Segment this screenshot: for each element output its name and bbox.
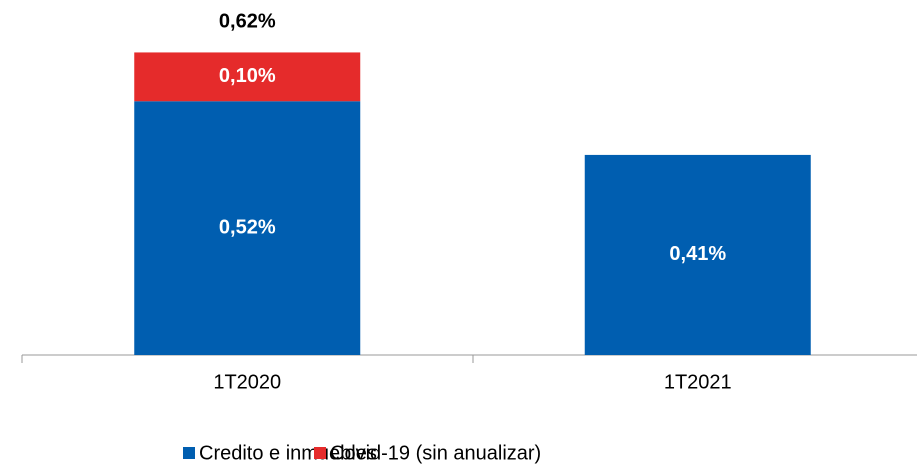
x-tick-label: 1T2020 — [213, 371, 281, 393]
legend-swatch — [314, 447, 326, 459]
bar-segment — [134, 101, 361, 356]
data-label: 0,52% — [219, 216, 276, 238]
bar-segment — [134, 52, 361, 102]
data-label: 0,10% — [219, 65, 276, 87]
total-label: 0,62% — [219, 11, 276, 33]
data-label: 0,41% — [669, 243, 726, 265]
legend-label: Credito e inmuebles — [199, 442, 377, 464]
bar-segment — [584, 154, 811, 355]
x-tick-label: 1T2021 — [664, 371, 732, 393]
legend-label: Covid-19 (sin anualizar) — [330, 442, 541, 464]
legend-swatch — [183, 447, 195, 459]
